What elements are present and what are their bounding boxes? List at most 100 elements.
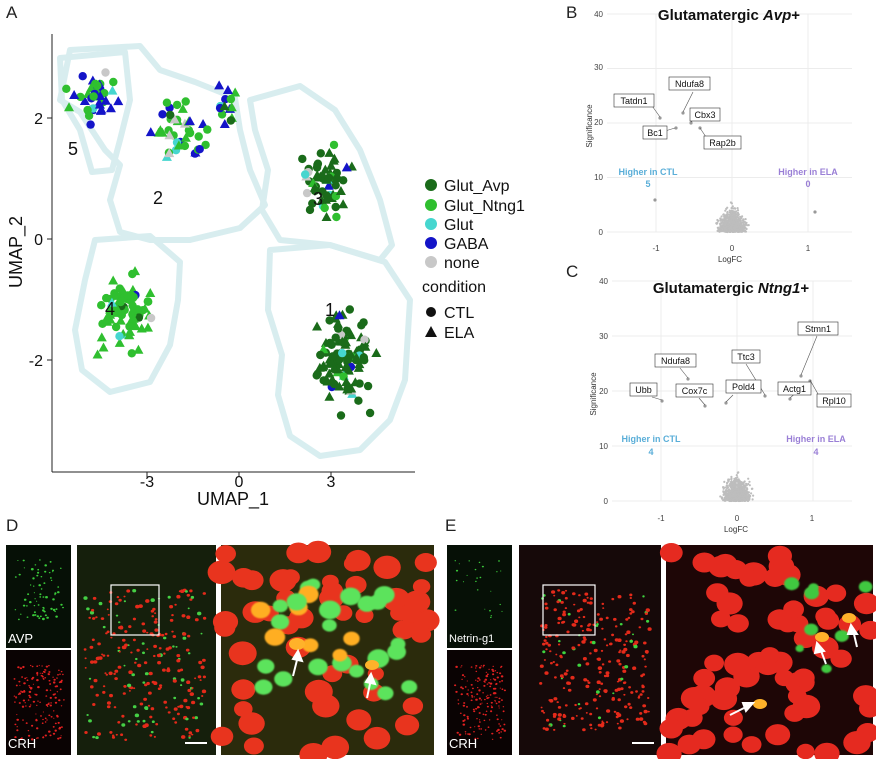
cell — [596, 680, 601, 684]
umap-point — [69, 89, 80, 99]
cell — [605, 644, 609, 647]
cell — [498, 701, 501, 703]
cell — [102, 654, 106, 657]
volcano-point — [732, 221, 736, 224]
cell — [487, 726, 490, 728]
umap-point — [113, 96, 124, 106]
cell — [592, 698, 597, 702]
volcano-point — [739, 220, 742, 223]
volcano-point — [728, 228, 731, 231]
cell — [109, 693, 113, 698]
cell — [184, 590, 188, 593]
umap-point — [345, 305, 354, 314]
double-labeled-cell — [289, 638, 305, 650]
cell — [602, 607, 605, 609]
cell — [455, 569, 459, 572]
cell — [30, 724, 34, 727]
cell — [625, 640, 628, 643]
umap-point — [62, 84, 71, 94]
cell — [764, 568, 786, 587]
cell — [127, 683, 132, 688]
cell — [41, 672, 44, 675]
cell — [17, 693, 20, 695]
cell — [22, 604, 26, 607]
cell — [462, 720, 465, 722]
cell — [13, 678, 16, 680]
cell — [150, 707, 155, 711]
cell — [623, 647, 628, 652]
volcano-point — [736, 488, 740, 491]
volcano-point — [744, 218, 747, 221]
cell — [23, 598, 27, 601]
volcano-point — [730, 480, 733, 483]
volcano-point — [689, 121, 693, 125]
cell — [52, 732, 56, 735]
cell — [95, 616, 98, 619]
cell — [172, 679, 177, 683]
cell — [499, 736, 502, 739]
umap-point — [312, 321, 323, 331]
cell — [488, 668, 490, 670]
cell — [194, 716, 198, 720]
cell — [455, 665, 458, 669]
volcano-point — [743, 487, 746, 490]
cell — [557, 616, 562, 621]
umap-point — [230, 87, 241, 97]
cell — [40, 715, 42, 717]
avp-channel-signal — [14, 559, 64, 621]
cell — [25, 705, 27, 707]
cell — [477, 677, 480, 680]
cell — [501, 719, 503, 721]
cell — [499, 681, 501, 683]
cell — [21, 691, 24, 693]
cell — [583, 678, 588, 682]
cell — [23, 682, 26, 685]
gene-label: Ttc3 — [737, 352, 755, 362]
cell — [153, 654, 156, 658]
cell — [53, 710, 55, 712]
cell — [553, 728, 556, 731]
cell — [374, 586, 395, 604]
cell — [623, 643, 626, 646]
cell — [180, 678, 185, 682]
cell — [622, 669, 627, 673]
cell — [404, 594, 426, 613]
cell — [477, 737, 479, 740]
cell — [54, 722, 57, 725]
legend-key-glut-avp — [425, 179, 437, 191]
cell — [843, 731, 871, 755]
arrow-icon — [291, 648, 304, 663]
cell — [36, 704, 38, 707]
double-labeled-cell — [753, 699, 767, 709]
legend-key-none — [425, 256, 437, 268]
cell — [46, 705, 49, 707]
umap-point — [109, 77, 118, 87]
cell — [22, 719, 24, 721]
cell — [494, 696, 496, 698]
cell — [579, 608, 583, 611]
umap-point — [97, 301, 106, 310]
higher-ela-count: 4 — [813, 447, 818, 457]
cell — [784, 577, 800, 591]
cell — [495, 702, 498, 705]
cell — [30, 687, 33, 689]
cell — [502, 710, 505, 713]
cell — [572, 592, 576, 596]
cell — [23, 567, 25, 569]
cell — [232, 568, 256, 588]
crh-channel-label: CRH — [449, 736, 477, 751]
volcano-point — [729, 493, 732, 496]
umap-point — [84, 111, 94, 121]
cell — [36, 600, 38, 602]
volcano-point — [653, 198, 657, 202]
cell — [618, 651, 621, 654]
cell — [155, 723, 159, 726]
y-tick: 30 — [594, 63, 603, 72]
cell — [486, 705, 489, 708]
umap-point — [320, 203, 329, 213]
cell — [136, 720, 140, 723]
cell — [460, 666, 462, 668]
umap-point — [324, 173, 334, 183]
cell — [463, 676, 466, 678]
cell — [96, 656, 101, 660]
